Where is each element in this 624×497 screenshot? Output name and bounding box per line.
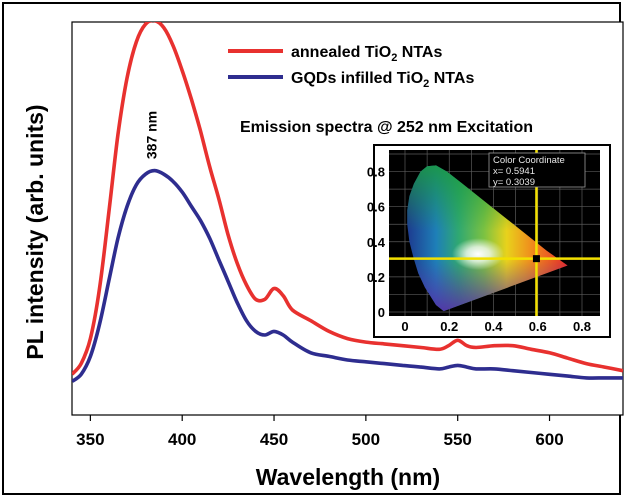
- x-axis-ticks: 350 400 450 500 550 600: [76, 415, 564, 449]
- inset-x-tick-label: 0: [401, 319, 408, 334]
- series-line-annealed: [72, 22, 623, 376]
- x-axis-title: Wavelength (nm): [256, 464, 440, 490]
- inset-info-box: [488, 152, 586, 188]
- coordinate-marker-point: [532, 255, 540, 263]
- inset-axis-ticks: 0 0.2 0.4 0.6 0.8 0 0.2 0.4 0.6 0.8: [367, 165, 591, 334]
- excitation-annotation: Emission spectra @ 252 nm Excitation: [240, 119, 533, 136]
- series-line-gqds: [72, 168, 623, 383]
- inset-y-value: y= 0.3039: [493, 177, 535, 188]
- inset-info-title: Color Coordinate: [493, 155, 565, 166]
- inset-x-tick-label: 0.4: [484, 319, 503, 334]
- inset-y-tick-label: 0.2: [367, 270, 385, 285]
- cie-gamut-purple-shade: [407, 165, 568, 312]
- x-tick-label: 500: [352, 430, 380, 449]
- inset-y-tick-label: 0.6: [367, 200, 385, 215]
- inset-y-tick-label: 0: [378, 305, 385, 320]
- x-tick-label: 350: [76, 430, 104, 449]
- legend-label-annealed: annealed TiO2 NTAs: [291, 44, 442, 64]
- inset-x-value: x= 0.5941: [493, 166, 535, 177]
- inset-x-tick-label: 0.8: [573, 319, 591, 334]
- inset-x-tick-label: 0.6: [529, 319, 547, 334]
- legend: annealed TiO2 NTAs GQDs infilled TiO2 NT…: [228, 44, 474, 90]
- inset-y-tick-label: 0.8: [367, 165, 385, 180]
- inset-x-tick-label: 0.2: [440, 319, 458, 334]
- cie-white-point: [452, 238, 505, 271]
- x-tick-label: 400: [168, 430, 196, 449]
- cie-inset: 0 0.2 0.4 0.6 0.8 0 0.2 0.4 0.6 0.8 Color Coordin…: [367, 144, 611, 338]
- x-tick-label: 450: [260, 430, 288, 449]
- y-axis-title: PL intensity (arb. units): [22, 104, 48, 359]
- legend-label-gqds: GQDs infilled TiO2 NTAs: [291, 70, 474, 90]
- inset-y-tick-label: 0.4: [367, 235, 386, 250]
- x-tick-label: 600: [535, 430, 563, 449]
- x-tick-label: 550: [444, 430, 472, 449]
- peak-label: 387 nm: [143, 111, 159, 159]
